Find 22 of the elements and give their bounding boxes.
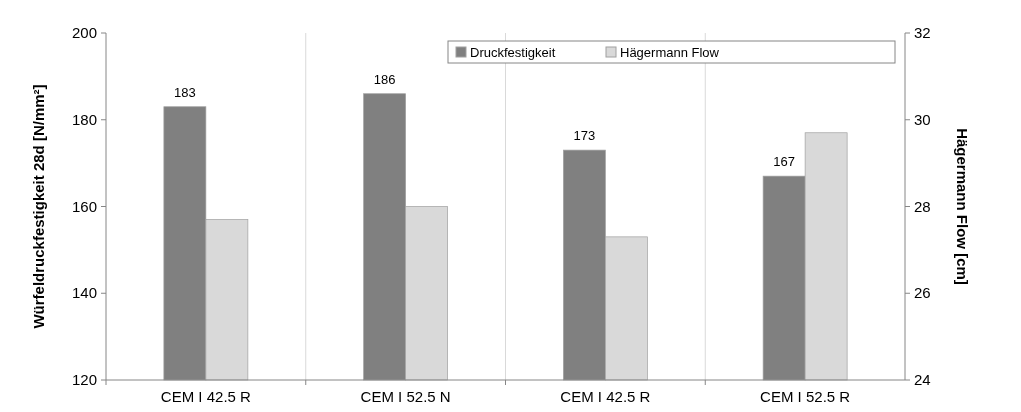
x-tick-label: CEM I 42.5 R bbox=[560, 388, 651, 405]
y2-tick-label: 32 bbox=[914, 24, 931, 41]
y-tick-label: 160 bbox=[71, 197, 97, 215]
y2-tick-label: 28 bbox=[914, 197, 931, 215]
y-tick-label: 200 bbox=[71, 24, 97, 41]
data-label: 183 bbox=[174, 84, 196, 100]
data-label: 186 bbox=[373, 71, 396, 87]
y-tick-label: 120 bbox=[71, 371, 97, 388]
y-tick-label: 140 bbox=[71, 284, 97, 302]
x-tick-label: CEM I 52.5 R bbox=[760, 388, 851, 405]
y2-tick-label: 30 bbox=[914, 110, 931, 128]
data-label: 167 bbox=[773, 154, 795, 170]
y-tick-label: 180 bbox=[71, 110, 97, 128]
y-axis-title: Würfeldruckfestigkeit 28d [N/mm²] bbox=[30, 84, 47, 329]
x-tick-label: CEM I 42.5 R bbox=[160, 388, 252, 405]
data-label: 173 bbox=[573, 128, 596, 144]
legend-label: Hägermann Flow bbox=[620, 45, 720, 60]
y2-tick-label: 24 bbox=[914, 371, 931, 388]
y2-axis-title: Hägermann Flow [cm] bbox=[954, 128, 971, 285]
x-tick-label: CEM I 52.5 N bbox=[360, 388, 451, 405]
legend-label: Druckfestigkeit bbox=[470, 45, 556, 60]
y2-tick-label: 26 bbox=[914, 284, 931, 302]
